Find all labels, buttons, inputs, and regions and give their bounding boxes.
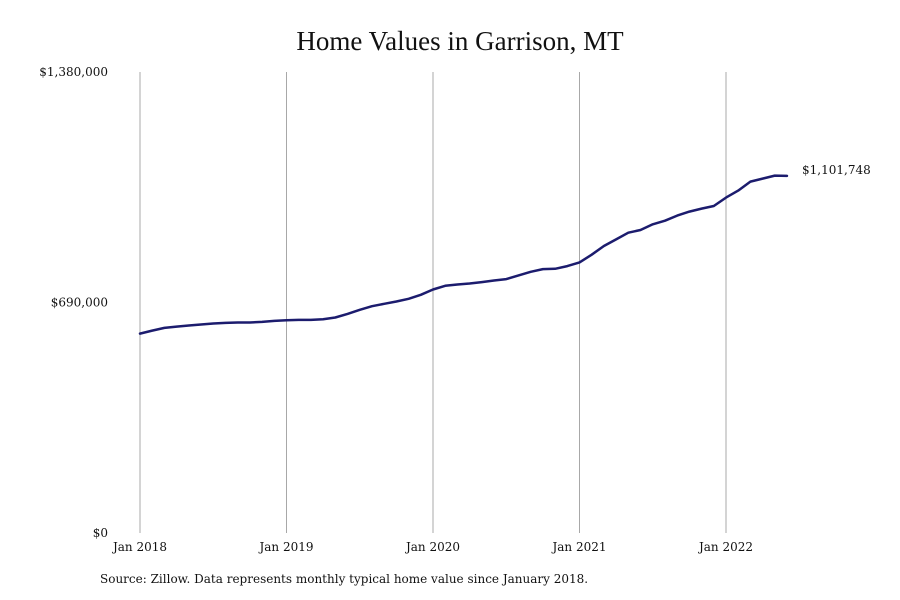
grid-layer	[139, 72, 727, 533]
x-tick-label: Jan 2020	[404, 540, 460, 554]
y-tick-label: $0	[93, 526, 108, 540]
x-tick-label: Jan 2018	[111, 540, 167, 554]
x-tick-label: Jan 2021	[550, 540, 606, 554]
x-tick-label: Jan 2022	[697, 540, 753, 554]
source-note: Source: Zillow. Data represents monthly …	[100, 572, 589, 586]
chart-title: Home Values in Garrison, MT	[296, 26, 624, 56]
x-tick-label: Jan 2019	[257, 540, 313, 554]
end-value-label: $1,101,748	[802, 163, 871, 177]
y-tick-label: $690,000	[51, 296, 108, 310]
axis-labels: Jan 2018 Jan 2019 Jan 2020 Jan 2021 Jan 2022…	[39, 65, 870, 554]
series-line-0	[138, 174, 789, 335]
series-layer	[138, 174, 789, 335]
y-tick-label: $1,380,000	[39, 65, 108, 79]
